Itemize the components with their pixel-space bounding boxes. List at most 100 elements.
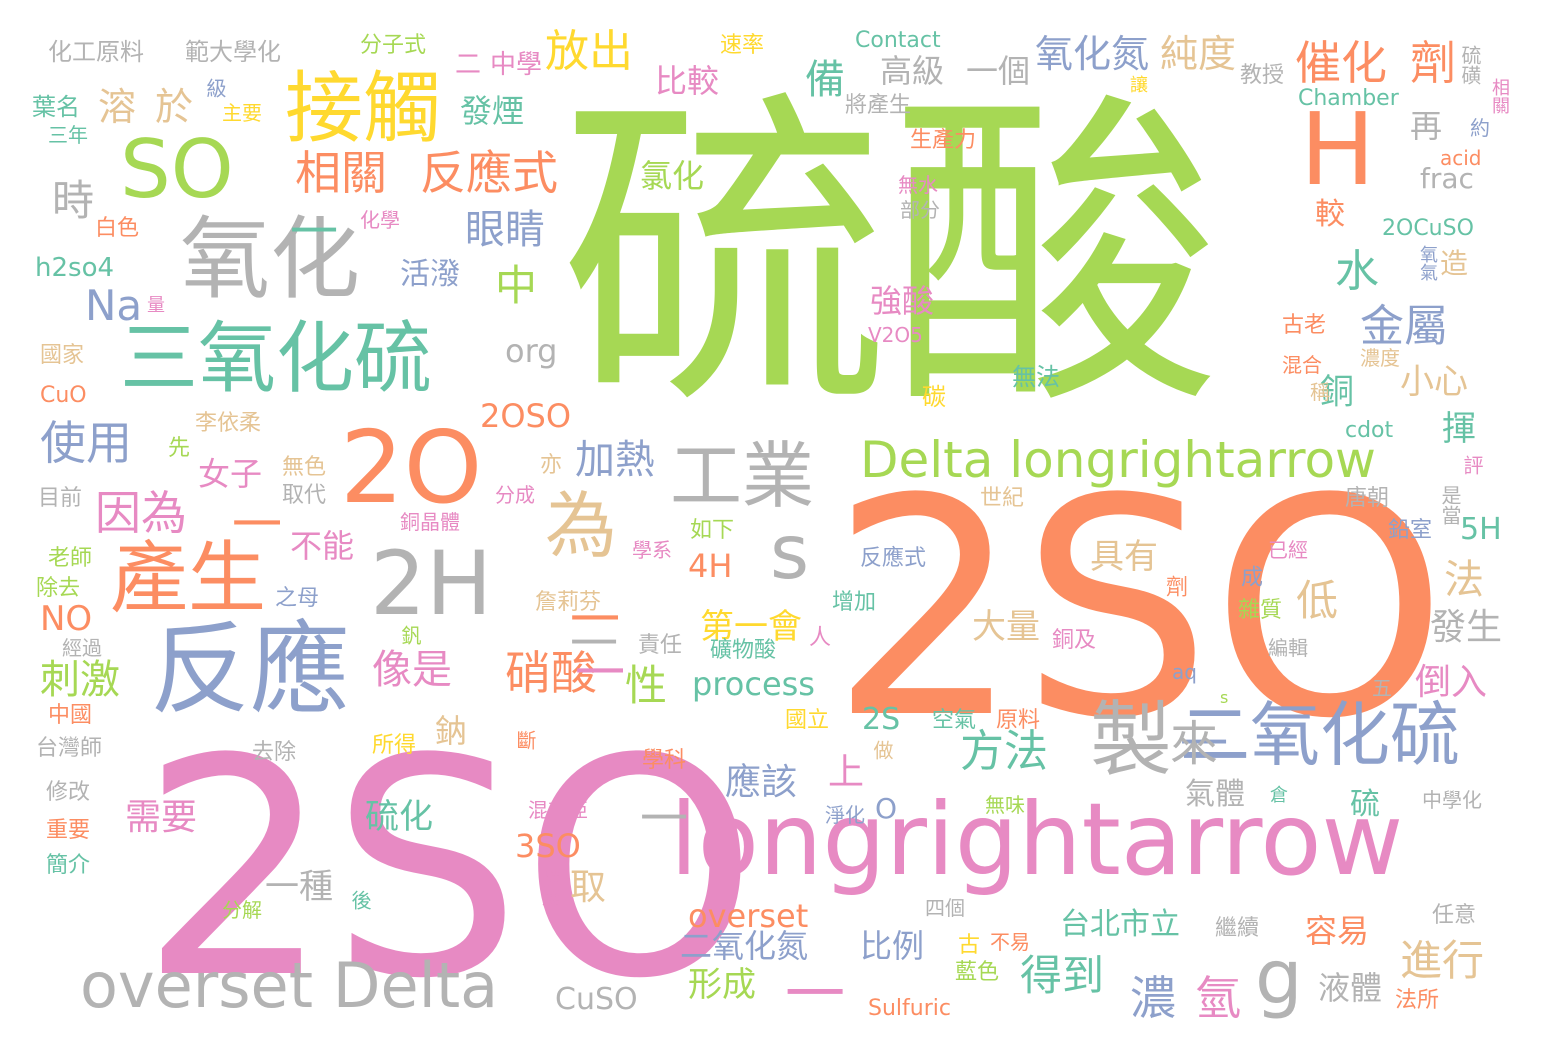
cloud-word: 二氧化氮 (680, 927, 809, 965)
cloud-word: 製 (1090, 693, 1173, 788)
cloud-word: g (1255, 933, 1303, 1021)
cloud-word: s (770, 508, 810, 596)
cloud-word: 一 (575, 644, 625, 702)
cloud-word: SO (120, 123, 234, 216)
cloud-word: 氧化氮 (1035, 32, 1150, 76)
cloud-word: 應該 (725, 762, 798, 803)
cloud-word: 葉名 (32, 93, 80, 121)
cloud-word: 化工原料 (48, 38, 144, 66)
cloud-word: overset (688, 897, 809, 935)
cloud-word: 重要 (46, 818, 91, 843)
cloud-word: 讓 (1127, 75, 1148, 93)
cloud-word: 中國 (48, 703, 93, 728)
cloud-word: 一 (785, 960, 845, 1030)
cloud-word: 分成 (495, 483, 535, 507)
cloud-word: 四個 (925, 896, 965, 920)
cloud-word: 一 (570, 616, 619, 672)
cloud-word: 第一會 (700, 607, 802, 647)
cloud-word: 後 (348, 890, 372, 910)
cloud-word: 活潑 (400, 257, 460, 292)
cloud-word: 白色 (95, 216, 140, 241)
cloud-word: 放出 (545, 26, 633, 77)
cloud-word: NO (40, 599, 93, 639)
cloud-word: 世紀 (980, 486, 1025, 511)
cloud-word: 空氣 (932, 708, 977, 733)
cloud-word: 分子式 (360, 33, 427, 58)
cloud-word: 具有 (1090, 537, 1158, 577)
cloud-word: 造 (1440, 247, 1469, 280)
cloud-word: 使用 (40, 416, 132, 470)
cloud-word: 相關 (295, 146, 387, 200)
cloud-word: 去除 (252, 740, 297, 765)
cloud-word: 斷 (513, 730, 537, 750)
cloud-word: 三年 (48, 123, 88, 147)
cloud-word: 做 (870, 740, 894, 760)
cloud-word: 法所 (1395, 988, 1440, 1013)
cloud-word: 人 (805, 625, 830, 647)
cloud-word: 金屬 (1360, 301, 1448, 352)
cloud-word: 產生 (110, 534, 267, 624)
cloud-word: 藍色 (955, 960, 1000, 985)
cloud-word: 編輯 (1268, 636, 1308, 660)
cloud-word: 約 (1470, 116, 1490, 140)
cloud-word: 取 (570, 867, 607, 908)
cloud-word: Delta longrightarrow (860, 431, 1376, 489)
cloud-word: Chamber (1298, 86, 1399, 111)
cloud-word: 一 (640, 791, 689, 847)
cloud-word: 量 (144, 295, 165, 313)
cloud-word: 2SO (830, 435, 1448, 784)
cloud-word: 劑 (1410, 36, 1456, 90)
cloud-word: s (1220, 688, 1229, 707)
cloud-word: 因為 (95, 486, 187, 540)
cloud-word: 無水 (898, 173, 938, 197)
cloud-word: org (505, 332, 558, 370)
cloud-word: 先 (168, 436, 191, 461)
cloud-word: 工業 (670, 434, 815, 518)
cloud-word: 比較 (655, 62, 720, 100)
cloud-word: 2O (340, 409, 483, 526)
cloud-word: 3SO (515, 827, 581, 865)
cloud-word: Sulfuric (868, 996, 951, 1021)
cloud-word: 2H (370, 532, 493, 635)
cloud-word: 銅 (1320, 372, 1354, 412)
cloud-word: 詹莉芬 (535, 590, 602, 615)
cloud-word: 主要 (222, 101, 262, 125)
cloud-word: 刺激 (40, 657, 120, 703)
cloud-word: 氯化 (640, 157, 705, 195)
cloud-word: 高級 (880, 52, 945, 90)
cloud-word: CuSO (555, 982, 638, 1017)
cloud-word: 亦 (540, 453, 563, 478)
cloud-word: 反應 (150, 611, 350, 728)
cloud-word: 目前 (38, 486, 83, 511)
cloud-word: 一種 (265, 867, 333, 907)
cloud-word: H (1300, 91, 1376, 208)
cloud-word: 2SO (140, 695, 758, 1044)
cloud-word: 硫酸 (560, 65, 1220, 449)
cloud-word: 經過 (62, 636, 102, 660)
cloud-word: 4H (688, 547, 733, 585)
cloud-word: 部分 (900, 198, 940, 222)
cloud-word: 得到 (1020, 951, 1105, 1000)
cloud-word: 老師 (48, 546, 93, 571)
cloud-word: 無色 (282, 455, 327, 480)
cloud-word: 催化 (1295, 36, 1387, 90)
cloud-word: 濃度 (1360, 346, 1400, 370)
cloud-word: 接觸 (285, 64, 442, 154)
cloud-word: 鈉 (435, 712, 468, 750)
cloud-word: 備 (805, 57, 845, 103)
cloud-word: 範大學化 (185, 38, 281, 66)
cloud-word: 劑 (1162, 575, 1187, 597)
cloud-word: 無法 (1012, 363, 1060, 391)
cloud-word: 再 (1410, 107, 1443, 145)
cloud-word: 中學 (490, 50, 543, 80)
cloud-word: 一 (570, 591, 620, 649)
cloud-word: 女子 (198, 455, 263, 493)
cloud-word: 形成 (688, 965, 756, 1005)
cloud-word: 國家 (40, 343, 85, 368)
cloud-word: 淨化 (825, 803, 865, 827)
cloud-word: 溶 (98, 85, 137, 129)
cloud-word: 之母 (275, 586, 320, 611)
cloud-word: 倒入 (1415, 662, 1488, 703)
cloud-word: 是當 (1438, 485, 1462, 525)
